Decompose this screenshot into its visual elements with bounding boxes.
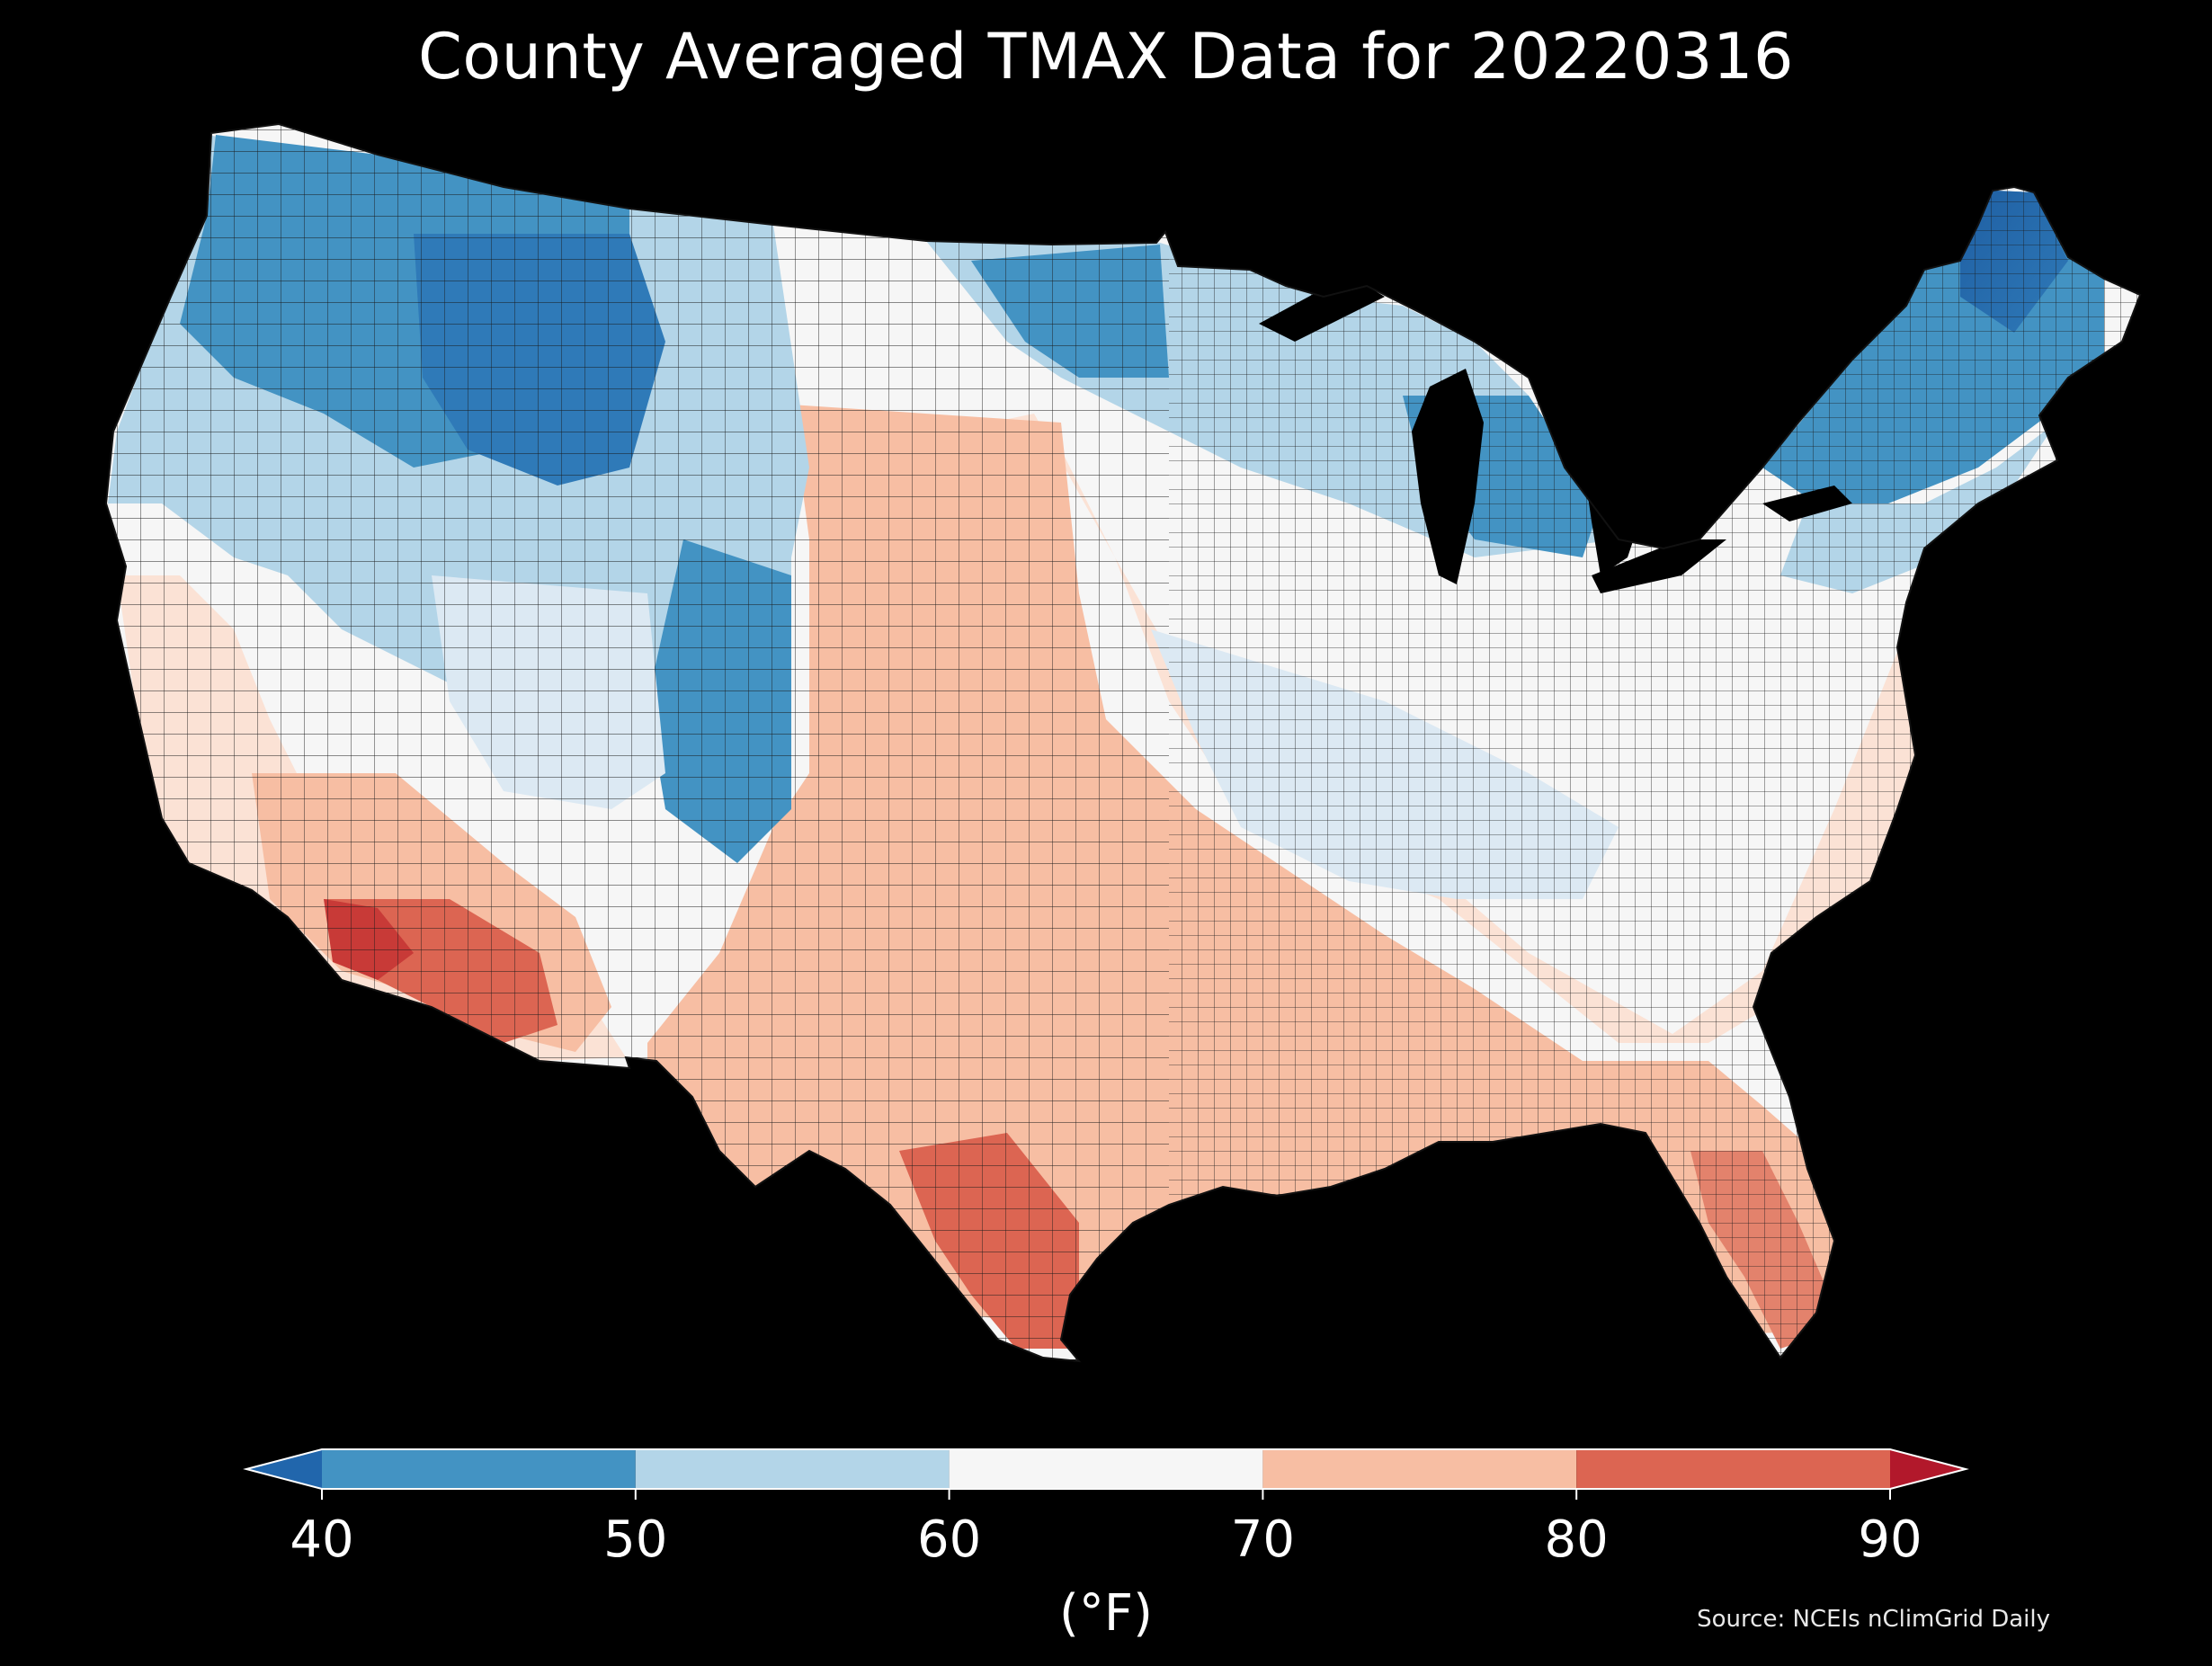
us-outline <box>104 122 2142 1363</box>
colorbar-bin-60-70 <box>949 1449 1263 1489</box>
county-borders-west <box>106 124 1169 1361</box>
colorbar-tick-label-40: 40 <box>290 1510 354 1569</box>
colorbar-bin-70-80 <box>1262 1449 1577 1489</box>
source-credit: Source: NCEIs nClimGrid Daily <box>1697 1606 2050 1633</box>
county-temperature-fills <box>106 124 2140 1361</box>
colorbar-tick-label-70: 70 <box>1230 1510 1296 1569</box>
lake-superior <box>1259 286 1385 342</box>
lake-erie <box>1592 539 1726 593</box>
colorbar-under-arrow <box>246 1449 322 1489</box>
lake-ontario <box>1762 486 1852 521</box>
colorbar-unit-label: (°F) <box>1059 1584 1153 1643</box>
colorbar-tick-label-60: 60 <box>916 1510 982 1569</box>
colorbar-tick-label-50: 50 <box>603 1510 668 1569</box>
colorbar-tick-label-90: 90 <box>1858 1510 1922 1569</box>
colorbar-tick-label-80: 80 <box>1544 1510 1609 1569</box>
great-lakes <box>1259 286 1852 593</box>
colorbar-over-arrow <box>1890 1449 1966 1489</box>
map-title: County Averaged TMAX Data for 20220316 <box>417 20 1795 94</box>
colorbar-bin-50-60 <box>635 1449 950 1489</box>
lake-michigan <box>1412 369 1484 584</box>
colorbar-bin-80-90 <box>1576 1449 1890 1489</box>
colorbar <box>243 1448 1969 1500</box>
colorbar-bin-40-50 <box>322 1449 636 1489</box>
lake-huron <box>1583 450 1646 575</box>
